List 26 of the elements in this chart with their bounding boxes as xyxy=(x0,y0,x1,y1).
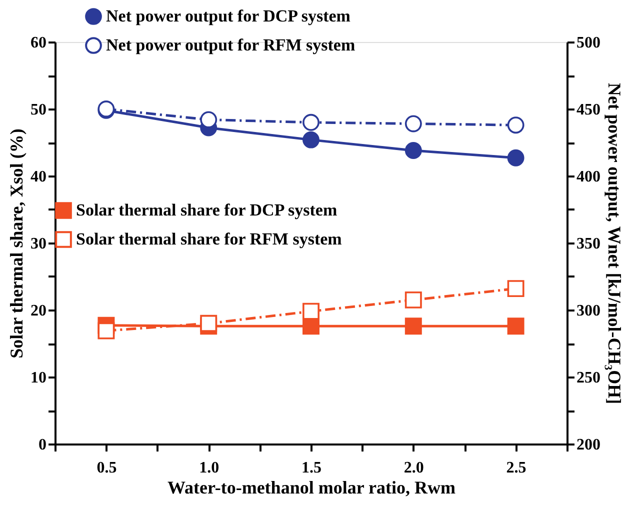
legend-label: Solar thermal share for RFM system xyxy=(76,230,342,248)
y2-tick-label: 450 xyxy=(576,102,600,118)
y2-tick-label: 350 xyxy=(576,236,600,252)
y-tick-label: 60 xyxy=(30,34,46,52)
y-tick-label: 50 xyxy=(30,102,46,118)
legend-label: Net power output for RFM system xyxy=(106,36,356,54)
y-tick-label: 30 xyxy=(30,236,46,252)
legend-label: Net power output for DCP system xyxy=(106,6,350,26)
y2-tick-label: 200 xyxy=(576,436,600,454)
y-tick-label: 0 xyxy=(38,436,46,454)
x-tick-label: 2.0 xyxy=(404,460,424,476)
y-tick-label: 40 xyxy=(30,168,46,186)
y2-tick-label: 250 xyxy=(576,370,600,386)
x-tick-label: 0.5 xyxy=(96,460,117,476)
x-tick-label: 2.5 xyxy=(506,460,526,476)
y-tick-label: 20 xyxy=(30,302,46,320)
y2-axis-title: Net power output, Wnet [kJ/mol-CH₃OH] xyxy=(604,82,624,404)
x-tick-label: 1.5 xyxy=(302,460,322,476)
x-tick-label: 1.0 xyxy=(199,460,220,476)
legend-label: Solar thermal share for DCP system xyxy=(76,200,338,220)
y-tick-label: 10 xyxy=(30,370,46,386)
y2-tick-label: 500 xyxy=(576,34,600,52)
y-axis-title: Solar thermal share, Xsol (%) xyxy=(6,128,26,358)
y2-tick-label: 400 xyxy=(576,168,600,186)
y2-tick-label: 300 xyxy=(576,302,600,320)
x-axis-title: Water-to-methanol molar ratio, Rwm xyxy=(168,478,456,498)
